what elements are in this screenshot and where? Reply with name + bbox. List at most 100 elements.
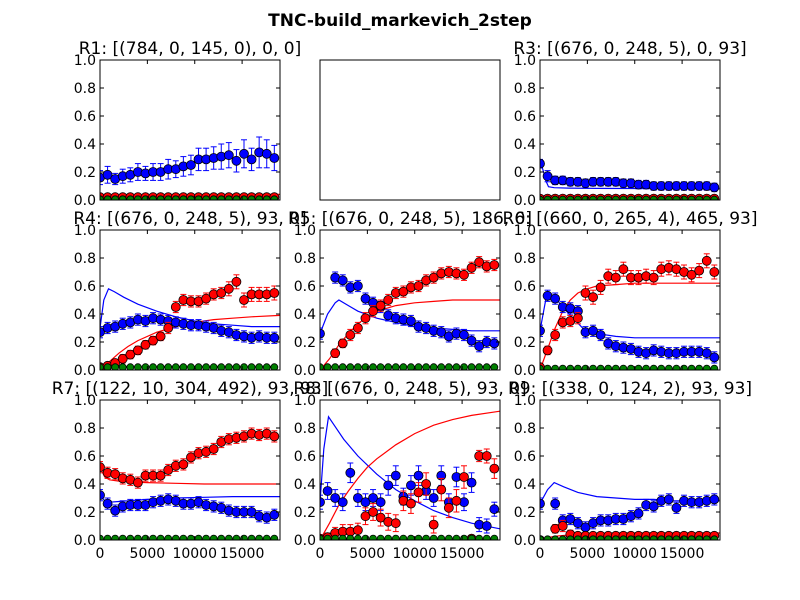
data-point <box>368 493 378 503</box>
y-tick-label: 0.4 <box>514 477 536 493</box>
data-point <box>481 451 492 461</box>
subplot-1: 0.0 0.2 0.4 0.6 0.8 1.0R1: [(784, 0, 145, 0),… <box>74 39 302 209</box>
data-point <box>540 498 545 509</box>
data-point <box>474 341 485 352</box>
data-point <box>202 195 211 200</box>
x-tick-label: 5000 <box>130 546 166 562</box>
data-point <box>209 534 218 540</box>
data-point <box>320 328 325 339</box>
data-point <box>352 525 363 536</box>
data-point <box>171 363 180 370</box>
data-point <box>664 535 673 540</box>
data-point <box>466 335 477 346</box>
data-point <box>156 195 165 200</box>
data-point <box>331 363 340 370</box>
data-point <box>376 363 385 370</box>
blue-series <box>100 136 280 186</box>
y-tick-label: 1.0 <box>294 393 316 409</box>
data-point <box>232 534 241 540</box>
data-point <box>353 534 362 540</box>
data-point <box>368 306 378 317</box>
data-point <box>164 534 173 540</box>
data-point <box>216 288 227 298</box>
data-point <box>270 195 279 200</box>
data-point <box>179 534 188 540</box>
data-point <box>398 286 409 297</box>
data-point <box>452 534 461 540</box>
y-tick-label: 0.8 <box>294 251 316 267</box>
data-point <box>490 534 499 540</box>
data-point <box>255 534 264 540</box>
data-point <box>482 363 491 370</box>
data-point <box>375 512 386 523</box>
plot-frame <box>99 59 281 201</box>
y-tick-label: 0.6 <box>74 109 96 125</box>
data-point <box>171 195 180 200</box>
data-point <box>320 363 324 370</box>
data-point <box>163 465 174 475</box>
y-tick-label: 0.6 <box>514 279 536 295</box>
data-point <box>337 338 348 349</box>
green-series <box>320 363 499 370</box>
data-point <box>103 534 112 540</box>
data-point <box>399 534 408 540</box>
data-point <box>648 501 659 512</box>
data-point <box>422 363 431 370</box>
plot-frame <box>319 229 501 371</box>
data-point <box>466 477 477 488</box>
blue-series <box>320 271 500 353</box>
data-point <box>352 493 363 503</box>
data-point <box>111 195 120 200</box>
data-point <box>269 509 280 520</box>
data-point <box>390 518 401 529</box>
subplot-2 <box>319 59 501 201</box>
data-point <box>540 325 545 336</box>
data-point <box>202 363 211 370</box>
y-tick-label: 0.4 <box>294 477 316 493</box>
data-point <box>413 281 424 291</box>
plot-frame <box>539 59 721 201</box>
y-tick-label: 0.4 <box>514 307 536 323</box>
data-point <box>360 313 371 324</box>
data-point <box>551 535 560 540</box>
data-point <box>542 345 553 356</box>
y-tick-label: 0.2 <box>514 165 536 181</box>
y-tick-label: 1.0 <box>74 53 96 69</box>
data-point <box>149 363 157 370</box>
y-tick-label: 0.6 <box>74 449 96 465</box>
data-point <box>413 487 424 498</box>
data-point <box>383 480 394 491</box>
y-tick-label: 0.4 <box>74 477 96 493</box>
x-tick-label: 10000 <box>172 546 217 562</box>
data-point <box>596 535 605 540</box>
data-point <box>467 363 476 370</box>
y-tick-label: 0.8 <box>74 81 96 97</box>
data-point <box>331 534 340 540</box>
data-point <box>573 535 582 540</box>
data-point <box>140 339 151 350</box>
data-point <box>270 534 279 540</box>
plot-area <box>100 60 280 200</box>
plot-frame <box>99 399 281 541</box>
plot-data <box>540 253 720 370</box>
x-tick-label: 10000 <box>392 546 437 562</box>
data-point <box>100 195 104 200</box>
data-point <box>611 535 620 540</box>
y-tick-label: 1.0 <box>74 393 96 409</box>
data-point <box>611 364 620 370</box>
data-point <box>209 195 218 200</box>
plot-data <box>540 158 720 200</box>
subplot-title: R9: [(338, 0, 124, 2), 93, 93] <box>508 379 752 399</box>
data-point <box>269 332 280 343</box>
y-tick-label: 0.8 <box>514 251 536 267</box>
data-point <box>178 459 189 470</box>
data-point <box>217 363 226 370</box>
data-point <box>323 534 332 540</box>
data-point <box>710 535 719 540</box>
data-point <box>481 521 492 531</box>
data-point <box>540 158 545 169</box>
data-point <box>269 288 280 298</box>
data-point <box>217 195 226 200</box>
subplot-6: 0.0 0.2 0.4 0.6 0.8 1.0R6: [(660, 0, 265, 4),… <box>503 209 758 379</box>
plot-data <box>100 427 280 540</box>
